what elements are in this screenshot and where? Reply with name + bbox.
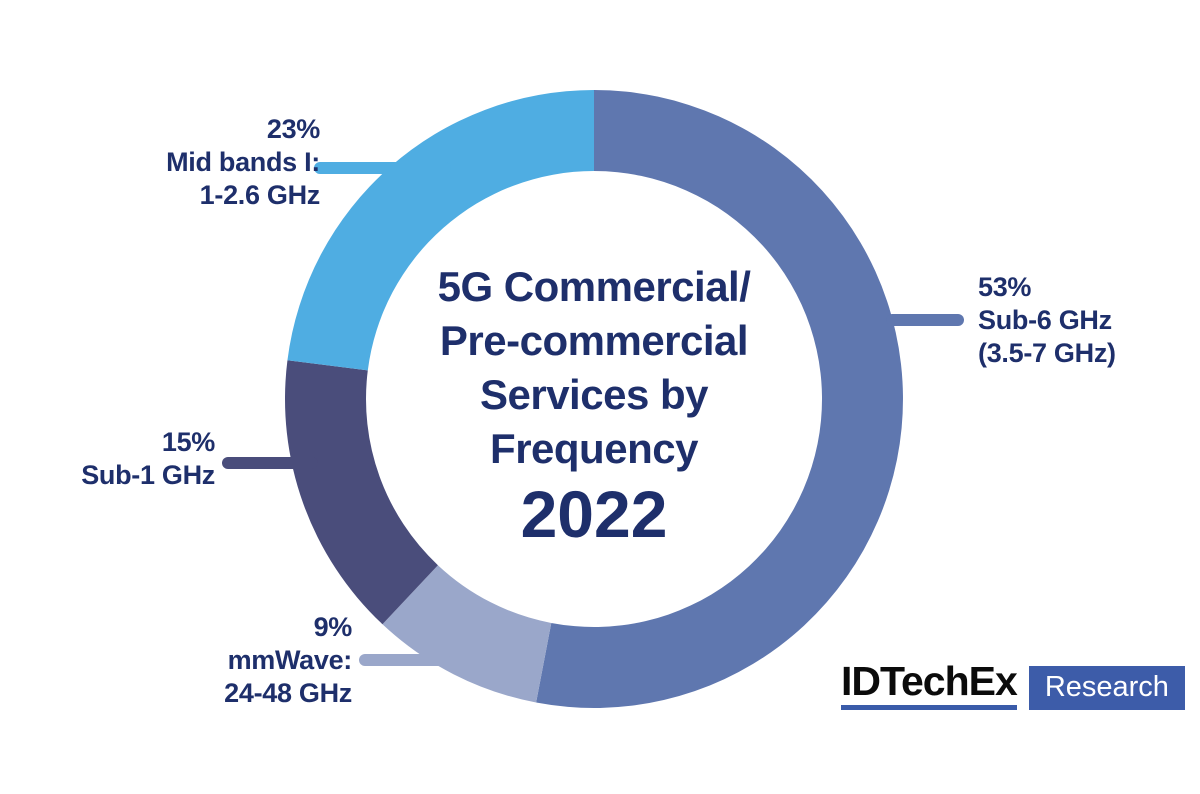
label-sub-1-ghz: 15% Sub-1 GHz xyxy=(81,426,215,492)
donut-segment-mid-bands-i xyxy=(287,90,594,371)
label-text: Sub-1 GHz xyxy=(81,460,215,490)
chart-title-line: Services by xyxy=(479,371,709,418)
chart-title-line: Frequency xyxy=(490,425,698,472)
label-text: (3.5-7 GHz) xyxy=(978,338,1116,368)
idtechex-brand-text: IDTechEx xyxy=(841,661,1018,710)
label-text: Mid bands I: xyxy=(166,147,320,177)
label-percent: 23% xyxy=(266,114,320,144)
label-percent: 53% xyxy=(978,272,1032,302)
label-text: mmWave: xyxy=(227,645,353,675)
label-percent: 15% xyxy=(161,427,215,457)
label-percent: 9% xyxy=(313,612,353,642)
label-mmwave: 9% mmWave: 24-48 GHz xyxy=(224,611,352,710)
chart-title: 5G Commercial/ Pre-commercial Services b… xyxy=(379,260,809,550)
label-text: 24-48 GHz xyxy=(224,678,352,708)
label-text: Sub-6 GHz xyxy=(978,305,1112,335)
idtechex-research-badge: Research xyxy=(1028,666,1185,710)
label-mid-bands-i: 23% Mid bands I: 1-2.6 GHz xyxy=(166,113,320,212)
chart-title-line: Pre-commercial xyxy=(439,317,749,364)
donut-segment-sub-1-ghz xyxy=(285,360,438,625)
donut-segment-sub-6-ghz xyxy=(536,90,903,708)
label-sub-6-ghz: 53% Sub-6 GHz (3.5-7 GHz) xyxy=(978,271,1116,370)
idtechex-logo: IDTechEx Research xyxy=(841,661,1185,710)
label-text: 1-2.6 GHz xyxy=(199,180,321,210)
donut-segment-mmwave xyxy=(382,565,552,703)
chart-title-line: 5G Commercial/ xyxy=(437,263,751,310)
chart-year: 2022 xyxy=(520,477,668,551)
